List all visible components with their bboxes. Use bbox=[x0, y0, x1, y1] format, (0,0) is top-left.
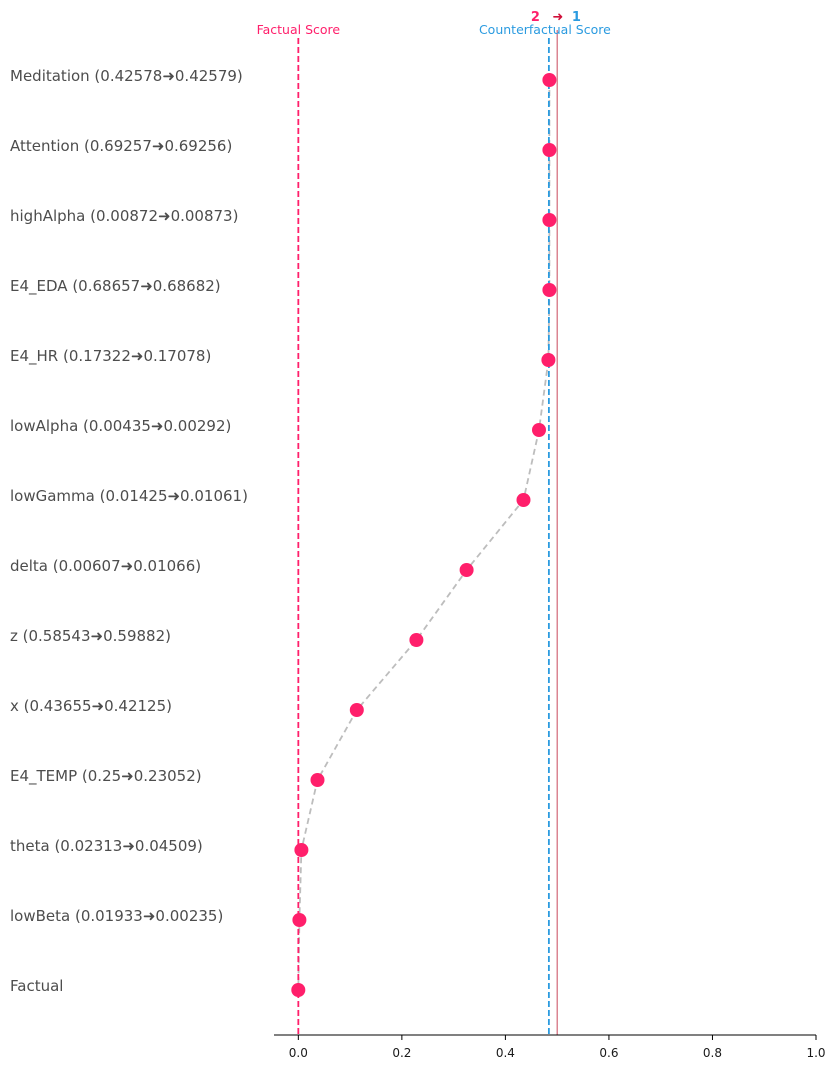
feature-labels-layer: Meditation (0.42578➜0.42579) Attention (0… bbox=[10, 67, 248, 995]
reference-lines-layer bbox=[297, 30, 558, 1035]
trajectory-path bbox=[297, 80, 551, 991]
feature-label: x (0.43655➜0.42125) bbox=[10, 697, 172, 715]
x-axis: 0.0 0.2 0.4 0.6 0.8 1.0 bbox=[274, 1034, 826, 1060]
data-point bbox=[310, 773, 325, 787]
data-point bbox=[349, 703, 364, 717]
feature-label: lowBeta (0.01933➜0.00235) bbox=[10, 907, 223, 925]
data-point bbox=[294, 843, 309, 857]
feature-label: E4_EDA (0.68657➜0.68682) bbox=[10, 277, 221, 296]
factual-score-label: Factual Score bbox=[257, 22, 341, 37]
counterfactual-score-label: Counterfactual Score bbox=[479, 22, 611, 37]
feature-label: z (0.58543➜0.59882) bbox=[10, 627, 171, 645]
class-change-label: 2 ➜ 1 bbox=[531, 10, 581, 25]
feature-label: lowAlpha (0.00435➜0.00292) bbox=[10, 417, 231, 435]
data-point bbox=[292, 913, 307, 927]
feature-label: highAlpha (0.00872➜0.00873) bbox=[10, 207, 238, 225]
class-to: 1 bbox=[572, 10, 581, 25]
feature-label: theta (0.02313➜0.04509) bbox=[10, 837, 203, 855]
x-tick-label: 0.8 bbox=[703, 1046, 722, 1060]
feature-label: delta (0.00607➜0.01066) bbox=[10, 557, 201, 575]
data-point bbox=[532, 423, 546, 437]
data-point bbox=[542, 283, 557, 297]
feature-label: Factual bbox=[10, 977, 63, 995]
x-tick-label: 1.0 bbox=[806, 1046, 825, 1060]
x-tick-label: 0.4 bbox=[496, 1046, 515, 1060]
x-tick-label: 0.6 bbox=[599, 1046, 618, 1060]
data-point bbox=[541, 353, 556, 367]
data-point bbox=[542, 73, 557, 87]
class-from: 2 bbox=[531, 10, 540, 25]
trajectory-layer bbox=[297, 80, 551, 991]
data-point bbox=[542, 143, 557, 157]
data-point bbox=[516, 493, 531, 507]
feature-label: Meditation (0.42578➜0.42579) bbox=[10, 67, 243, 85]
feature-label: lowGamma (0.01425➜0.01061) bbox=[10, 487, 248, 505]
feature-label: E4_TEMP (0.25➜0.23052) bbox=[10, 767, 202, 786]
class-arrow: ➜ bbox=[552, 10, 563, 25]
points-layer bbox=[291, 73, 557, 997]
x-tick-label: 0.0 bbox=[289, 1046, 308, 1060]
feature-label: E4_HR (0.17322➜0.17078) bbox=[10, 347, 211, 366]
x-tick-label: 0.2 bbox=[392, 1046, 411, 1060]
data-point bbox=[291, 983, 306, 997]
feature-label: Attention (0.69257➜0.69256) bbox=[10, 137, 232, 155]
data-point bbox=[459, 563, 474, 577]
data-point bbox=[409, 633, 424, 647]
data-point bbox=[542, 213, 557, 227]
